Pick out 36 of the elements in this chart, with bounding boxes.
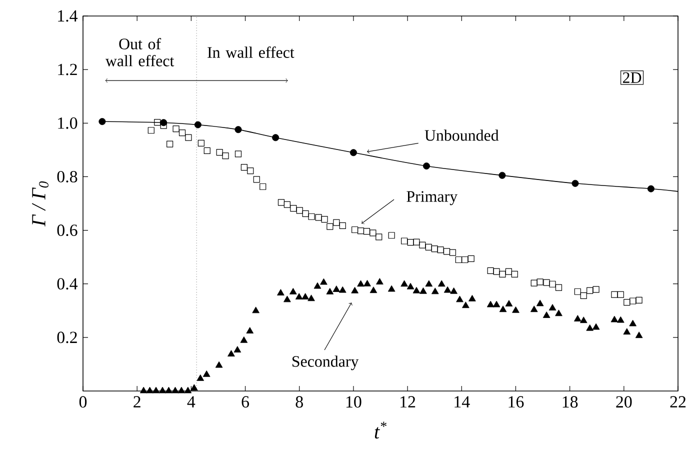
x-tick-label: 20 (616, 396, 632, 408)
series-label: Unbounded (424, 130, 499, 141)
x-tick-label: 0 (79, 396, 87, 408)
x-tick-label: 8 (296, 396, 303, 408)
text: Secondary (292, 356, 359, 370)
y-tick-label: 1.4 (58, 10, 78, 22)
y-axis-title: Γ / Γ$_{0}$ (32, 181, 48, 226)
point (350, 149, 357, 156)
y-tick-label: 1.0 (58, 117, 78, 129)
point (572, 180, 579, 187)
y-tick-label: 0.2 (57, 332, 77, 344)
y-tick-label: 0.8 (57, 170, 78, 182)
annotation: Out of wall effect (105, 38, 174, 66)
x-tick-label: 10 (346, 396, 362, 408)
annotation: In wall effect (208, 46, 294, 58)
x-tick-label: 6 (242, 396, 250, 408)
x-tick-label: 14 (454, 396, 470, 408)
x-tick-label: 22 (670, 396, 686, 408)
x-tick-label: 18 (562, 396, 578, 408)
point (498, 172, 506, 179)
point (98, 118, 106, 126)
y-tick-label: 0.6 (57, 224, 78, 236)
x-tick-label: 16 (508, 396, 524, 408)
x-tick-label: 2 (134, 396, 140, 408)
series-label: Primary (406, 191, 458, 206)
x-axis-title: t$^{*}$ (374, 422, 387, 439)
point (422, 162, 430, 170)
point (234, 126, 242, 134)
annotation: 2D (622, 72, 642, 83)
point (647, 185, 654, 192)
point (194, 121, 202, 128)
point (272, 134, 280, 142)
x-tick-label: 4 (187, 396, 196, 408)
y-tick-label: 1.2 (58, 64, 77, 76)
y-tick-label: 0.4 (57, 278, 78, 290)
x-tick-label: 12 (400, 396, 416, 408)
